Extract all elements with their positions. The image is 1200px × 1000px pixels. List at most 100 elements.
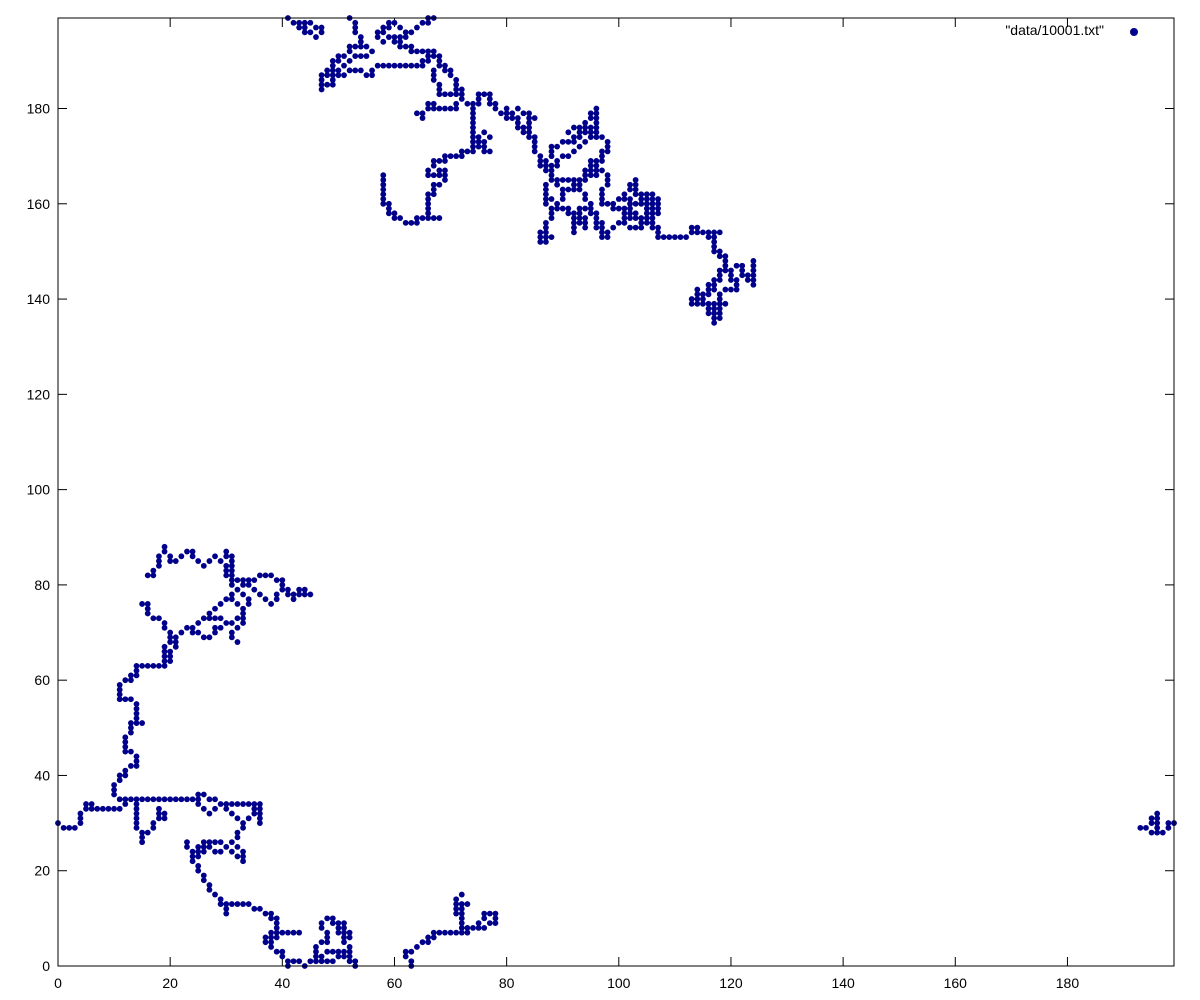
data-point [240, 615, 246, 622]
data-point [599, 167, 605, 174]
data-point [133, 824, 140, 831]
data-point [531, 115, 538, 121]
data-point [228, 801, 235, 807]
data-point [470, 134, 476, 140]
data-point [346, 948, 353, 955]
data-point [470, 119, 476, 126]
data-point [593, 210, 600, 217]
data-point [430, 929, 437, 936]
data-point [200, 615, 207, 622]
data-point [414, 944, 420, 950]
data-point [329, 67, 336, 74]
data-point [711, 229, 718, 236]
data-point [464, 929, 471, 936]
data-point [189, 858, 196, 865]
data-point [571, 124, 577, 131]
data-point [559, 205, 566, 212]
data-point [139, 720, 146, 726]
data-point [419, 215, 426, 221]
data-point [470, 148, 476, 155]
data-point [133, 715, 140, 722]
data-point [228, 553, 235, 560]
data-point [632, 210, 639, 217]
data-point [425, 19, 432, 26]
data-point [486, 91, 493, 98]
data-point [217, 801, 224, 807]
data-point [122, 801, 129, 807]
data-point [414, 215, 420, 221]
data-point [234, 829, 241, 836]
data-point [430, 72, 437, 79]
data-point [627, 181, 633, 188]
data-point [329, 72, 336, 79]
data-point [722, 286, 729, 293]
data-point [481, 129, 488, 136]
data-point [453, 896, 460, 903]
data-point [150, 820, 157, 826]
data-point [329, 77, 336, 83]
data-point [212, 839, 218, 846]
data-point [486, 134, 493, 140]
data-point [240, 605, 246, 612]
data-point [341, 920, 347, 927]
data-point [711, 277, 718, 283]
data-point [593, 167, 600, 174]
data-point [1154, 810, 1161, 817]
data-point [627, 215, 633, 221]
data-point [200, 848, 207, 855]
data-point [604, 181, 611, 188]
data-point [705, 310, 712, 317]
y-tick-label: 20 [34, 863, 50, 879]
data-point [318, 958, 325, 965]
data-point [240, 901, 246, 907]
data-point [200, 877, 207, 884]
data-point [234, 615, 241, 622]
data-point [133, 801, 140, 807]
data-point [728, 286, 734, 293]
data-point [1165, 824, 1172, 831]
data-point [156, 553, 162, 560]
data-point [133, 758, 140, 765]
data-point [694, 224, 701, 231]
data-point [329, 958, 336, 965]
data-point [161, 653, 168, 660]
data-point [643, 210, 650, 217]
data-point [240, 610, 246, 617]
data-point [357, 53, 364, 60]
data-point [341, 934, 347, 941]
legend-label: "data/10001.txt" [1005, 22, 1104, 38]
data-point [425, 210, 432, 217]
data-point [385, 19, 392, 26]
data-point [77, 815, 84, 822]
data-point [408, 29, 415, 36]
data-point [414, 110, 420, 117]
data-point [133, 672, 140, 679]
data-point [722, 300, 729, 307]
data-point [711, 305, 718, 312]
data-point [627, 196, 633, 202]
data-point [750, 272, 757, 279]
data-point [77, 810, 84, 817]
data-point [262, 910, 269, 917]
data-point [621, 215, 628, 221]
data-point [739, 262, 746, 269]
data-point [442, 153, 448, 160]
data-point [464, 148, 471, 155]
data-point [380, 191, 387, 198]
data-point [150, 662, 157, 669]
data-point [324, 948, 331, 955]
data-point [128, 748, 134, 755]
data-point [587, 167, 594, 174]
data-point [621, 219, 628, 226]
data-point [200, 805, 207, 812]
data-point [234, 577, 241, 584]
data-point [582, 196, 589, 202]
data-point [385, 24, 392, 31]
data-point [542, 234, 549, 241]
data-point [475, 91, 482, 98]
data-point [593, 172, 600, 179]
data-point [582, 205, 589, 212]
data-point [363, 43, 370, 50]
data-point [425, 167, 432, 174]
data-point [458, 924, 465, 931]
